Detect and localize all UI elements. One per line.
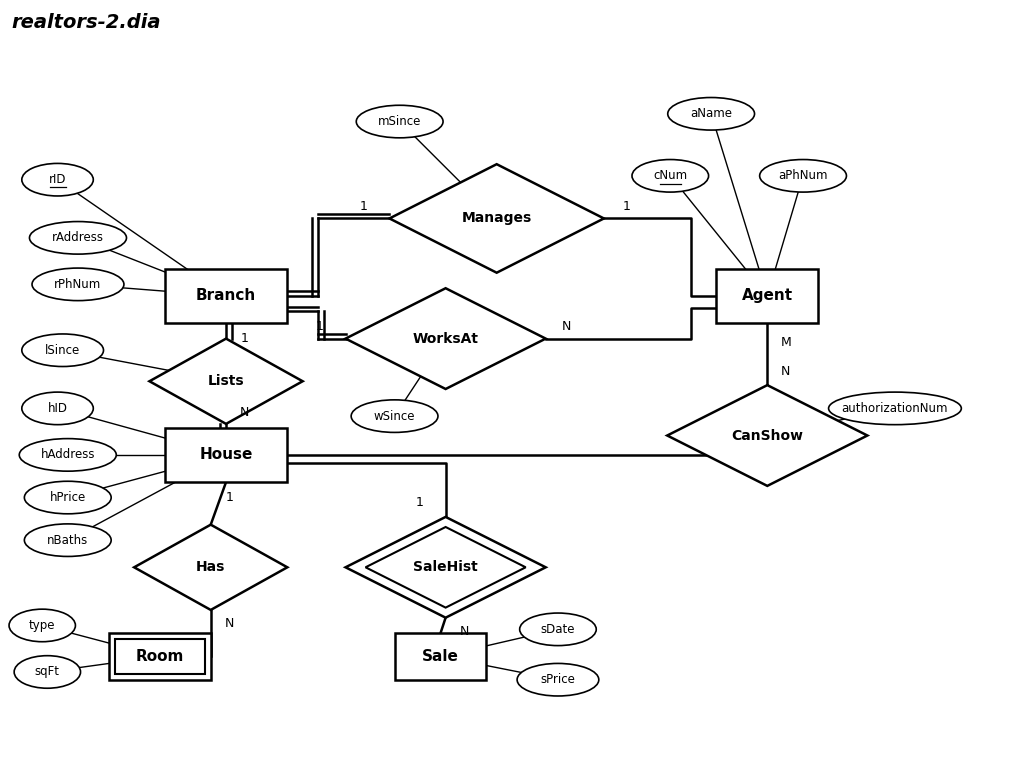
Polygon shape bbox=[345, 517, 546, 618]
Text: 1: 1 bbox=[241, 332, 249, 345]
Ellipse shape bbox=[517, 664, 599, 696]
Ellipse shape bbox=[668, 97, 755, 130]
Text: Lists: Lists bbox=[208, 374, 245, 388]
Text: hID: hID bbox=[47, 402, 68, 415]
Text: Has: Has bbox=[196, 560, 225, 574]
Ellipse shape bbox=[14, 656, 81, 689]
Text: aPhNum: aPhNum bbox=[778, 170, 827, 182]
Text: hPrice: hPrice bbox=[49, 491, 86, 504]
Ellipse shape bbox=[32, 268, 124, 300]
Polygon shape bbox=[389, 164, 604, 273]
Ellipse shape bbox=[25, 524, 112, 556]
Ellipse shape bbox=[519, 613, 596, 646]
Text: CanShow: CanShow bbox=[731, 429, 803, 443]
Text: N: N bbox=[240, 406, 249, 419]
Text: M: M bbox=[780, 336, 792, 349]
Text: House: House bbox=[200, 447, 253, 462]
Text: sqFt: sqFt bbox=[35, 665, 59, 678]
Text: SaleHist: SaleHist bbox=[414, 560, 478, 574]
Text: Manages: Manages bbox=[462, 212, 531, 226]
Text: N: N bbox=[460, 626, 469, 638]
Ellipse shape bbox=[22, 334, 103, 366]
Text: rAddress: rAddress bbox=[52, 231, 104, 244]
Bar bbox=[115, 639, 205, 674]
Bar bbox=[109, 633, 211, 680]
Text: sDate: sDate bbox=[541, 623, 575, 636]
Text: wSince: wSince bbox=[374, 410, 416, 422]
Ellipse shape bbox=[19, 439, 117, 471]
Ellipse shape bbox=[9, 609, 76, 642]
Text: N: N bbox=[561, 321, 570, 334]
Text: authorizationNum: authorizationNum bbox=[842, 402, 948, 415]
Text: 1: 1 bbox=[623, 200, 631, 213]
Text: N: N bbox=[224, 618, 233, 630]
Polygon shape bbox=[366, 527, 525, 608]
Text: mSince: mSince bbox=[378, 115, 421, 128]
Text: Room: Room bbox=[135, 649, 184, 664]
Bar bbox=[165, 428, 288, 482]
Text: hAddress: hAddress bbox=[41, 448, 95, 461]
Polygon shape bbox=[134, 524, 288, 610]
Bar bbox=[165, 269, 288, 323]
Text: 1: 1 bbox=[360, 200, 368, 213]
Text: sPrice: sPrice bbox=[541, 673, 575, 686]
Text: 1: 1 bbox=[316, 321, 324, 334]
Polygon shape bbox=[345, 288, 546, 389]
Text: WorksAt: WorksAt bbox=[413, 331, 478, 345]
Text: aName: aName bbox=[690, 107, 732, 121]
Ellipse shape bbox=[351, 400, 438, 433]
Text: realtors-2.dia: realtors-2.dia bbox=[11, 13, 161, 32]
Bar bbox=[394, 633, 486, 680]
Polygon shape bbox=[668, 385, 867, 486]
Text: Branch: Branch bbox=[196, 289, 256, 303]
Ellipse shape bbox=[25, 482, 112, 513]
Ellipse shape bbox=[22, 392, 93, 425]
Ellipse shape bbox=[828, 392, 962, 425]
Text: rID: rID bbox=[49, 173, 67, 186]
Text: 1: 1 bbox=[225, 491, 233, 504]
Text: 1: 1 bbox=[416, 496, 424, 510]
Text: lSince: lSince bbox=[45, 344, 80, 357]
Ellipse shape bbox=[356, 105, 443, 138]
Ellipse shape bbox=[632, 159, 709, 192]
Ellipse shape bbox=[30, 222, 127, 254]
Ellipse shape bbox=[22, 163, 93, 196]
Text: N: N bbox=[781, 365, 791, 377]
Text: rPhNum: rPhNum bbox=[54, 278, 101, 291]
Text: nBaths: nBaths bbox=[47, 534, 88, 547]
Polygon shape bbox=[150, 338, 303, 424]
Text: Agent: Agent bbox=[741, 289, 793, 303]
Text: type: type bbox=[29, 619, 55, 632]
Ellipse shape bbox=[760, 159, 847, 192]
Bar bbox=[716, 269, 818, 323]
Text: cNum: cNum bbox=[653, 170, 687, 182]
Text: Sale: Sale bbox=[422, 649, 459, 664]
